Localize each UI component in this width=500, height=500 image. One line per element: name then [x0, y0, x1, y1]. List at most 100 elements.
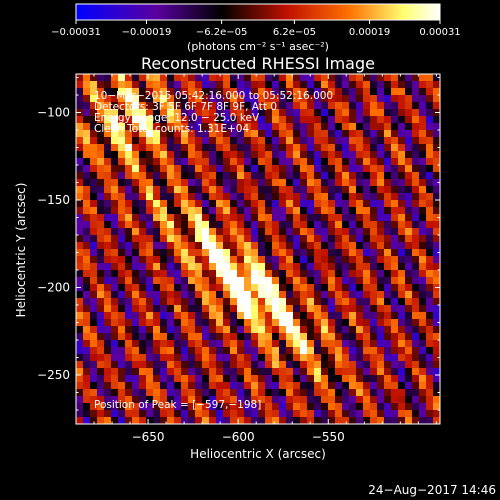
heatmap-cell	[335, 130, 342, 137]
heatmap-cell	[153, 368, 160, 375]
heatmap-cell	[370, 403, 377, 410]
heatmap-cell	[377, 123, 384, 130]
heatmap-cell	[132, 256, 139, 263]
heatmap-cell	[363, 137, 370, 144]
heatmap-cell	[181, 263, 188, 270]
heatmap-cell	[104, 158, 111, 165]
heatmap-cell	[342, 361, 349, 368]
heatmap-cell	[426, 284, 433, 291]
heatmap-cell	[76, 389, 83, 396]
heatmap-cell	[244, 200, 251, 207]
heatmap-cell	[426, 207, 433, 214]
heatmap-cell	[125, 200, 132, 207]
heatmap-cell	[76, 130, 83, 137]
heatmap-cell	[370, 151, 377, 158]
heatmap-cell	[370, 354, 377, 361]
heatmap-cell	[230, 207, 237, 214]
heatmap-cell	[314, 116, 321, 123]
heatmap-cell	[251, 410, 258, 417]
heatmap-cell	[405, 221, 412, 228]
heatmap-cell	[244, 116, 251, 123]
heatmap-cell	[83, 228, 90, 235]
heatmap-cell	[167, 102, 174, 109]
heatmap-cell	[202, 263, 209, 270]
heatmap-cell	[209, 354, 216, 361]
heatmap-cell	[237, 403, 244, 410]
heatmap-cell	[398, 95, 405, 102]
heatmap-cell	[279, 221, 286, 228]
heatmap-cell	[426, 130, 433, 137]
heatmap-cell	[314, 102, 321, 109]
heatmap-cell	[314, 130, 321, 137]
heatmap-cell	[251, 116, 258, 123]
heatmap-cell	[111, 368, 118, 375]
heatmap-cell	[370, 333, 377, 340]
heatmap-cell	[237, 340, 244, 347]
heatmap-cell	[258, 284, 265, 291]
heatmap-cell	[181, 235, 188, 242]
heatmap-cell	[356, 221, 363, 228]
heatmap-cell	[405, 214, 412, 221]
heatmap-cell	[174, 291, 181, 298]
heatmap-cell	[419, 298, 426, 305]
heatmap-cell	[153, 256, 160, 263]
heatmap-cell	[279, 179, 286, 186]
heatmap-cell	[125, 102, 132, 109]
heatmap-cell	[286, 200, 293, 207]
heatmap-cell	[314, 403, 321, 410]
heatmap-cell	[398, 410, 405, 417]
heatmap-cell	[279, 361, 286, 368]
heatmap-cell	[181, 102, 188, 109]
heatmap-cell	[195, 102, 202, 109]
heatmap-cell	[83, 200, 90, 207]
heatmap-cell	[188, 214, 195, 221]
heatmap-cell	[146, 88, 153, 95]
heatmap-cell	[370, 193, 377, 200]
heatmap-cell	[132, 333, 139, 340]
heatmap-cell	[405, 102, 412, 109]
heatmap-cell	[314, 249, 321, 256]
heatmap-cell	[328, 396, 335, 403]
heatmap-cell	[251, 333, 258, 340]
heatmap-cell	[363, 116, 370, 123]
heatmap-cell	[328, 375, 335, 382]
heatmap-cell	[321, 151, 328, 158]
heatmap-cell	[237, 389, 244, 396]
heatmap-cell	[405, 95, 412, 102]
heatmap-cell	[384, 144, 391, 151]
heatmap-cell	[160, 263, 167, 270]
heatmap-cell	[426, 403, 433, 410]
heatmap-cell	[244, 326, 251, 333]
heatmap-cell	[272, 417, 279, 424]
heatmap-cell	[335, 109, 342, 116]
heatmap-cell	[97, 410, 104, 417]
heatmap-cell	[286, 228, 293, 235]
heatmap-cell	[139, 221, 146, 228]
heatmap-cell	[328, 249, 335, 256]
heatmap-cell	[391, 130, 398, 137]
heatmap-cell	[244, 417, 251, 424]
heatmap-cell	[377, 172, 384, 179]
heatmap-cell	[307, 361, 314, 368]
heatmap-cell	[356, 361, 363, 368]
heatmap-cell	[384, 256, 391, 263]
heatmap-cell	[160, 130, 167, 137]
heatmap-cell	[125, 396, 132, 403]
heatmap-cell	[202, 396, 209, 403]
heatmap-cell	[83, 263, 90, 270]
heatmap-cell	[223, 74, 230, 81]
heatmap-cell	[97, 172, 104, 179]
heatmap-cell	[356, 340, 363, 347]
heatmap-cell	[153, 88, 160, 95]
heatmap-cell	[223, 375, 230, 382]
heatmap-cell	[328, 410, 335, 417]
heatmap-cell	[125, 130, 132, 137]
heatmap-cell	[90, 340, 97, 347]
heatmap-cell	[258, 368, 265, 375]
heatmap-cell	[104, 179, 111, 186]
heatmap-cell	[279, 214, 286, 221]
heatmap-cell	[195, 382, 202, 389]
heatmap-cell	[167, 186, 174, 193]
heatmap-cell	[202, 305, 209, 312]
heatmap-cell	[139, 186, 146, 193]
